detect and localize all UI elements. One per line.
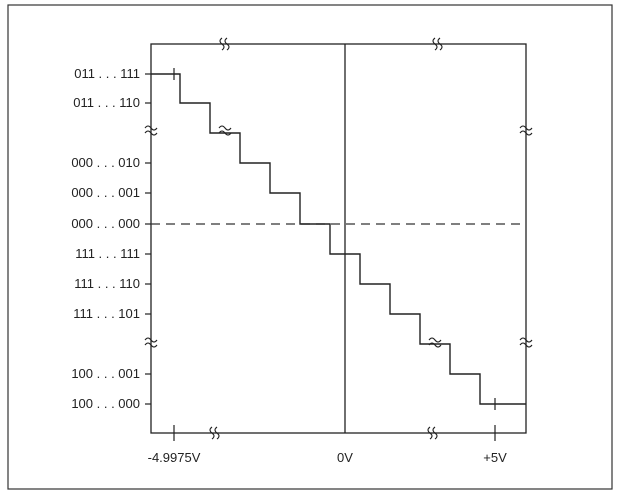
- x-axis-ticks: [173, 68, 496, 441]
- x-label-min: -4.9975V: [148, 450, 201, 465]
- x-label-max: +5V: [483, 450, 507, 465]
- x-label-zero: 0V: [337, 450, 353, 465]
- y-code-label: 111 . . . 110: [74, 276, 140, 291]
- y-code-labels: 011 . . . 111 011 . . . 110 000 . . . 01…: [71, 66, 140, 411]
- y-code-label: 000 . . . 001: [71, 185, 140, 200]
- y-code-label: 100 . . . 000: [71, 396, 140, 411]
- y-code-label: 100 . . . 001: [71, 366, 140, 381]
- y-axis-ticks: [145, 73, 151, 405]
- y-code-label: 000 . . . 000: [71, 216, 140, 231]
- y-code-label: 011 . . . 111: [74, 66, 140, 81]
- y-code-label: 011 . . . 110: [73, 95, 140, 110]
- axis-break-marks: [144, 37, 533, 440]
- outer-frame: [7, 4, 613, 490]
- y-code-label: 111 . . . 111: [75, 246, 140, 261]
- y-code-label: 111 . . . 101: [73, 306, 140, 321]
- y-code-label: 000 . . . 010: [71, 155, 140, 170]
- staircase-transfer-curve: [151, 73, 526, 405]
- plot-box: [150, 43, 527, 434]
- x-voltage-labels: -4.9975V 0V +5V: [148, 450, 507, 465]
